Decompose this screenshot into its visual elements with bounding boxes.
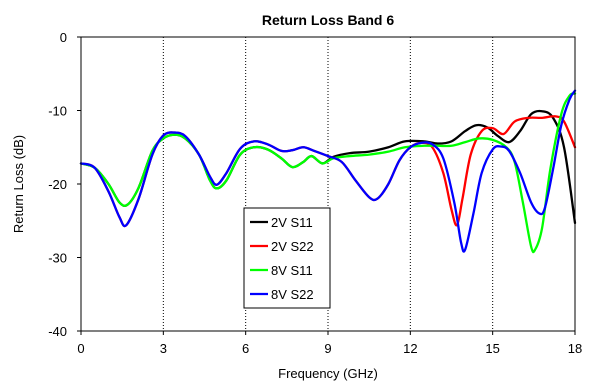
- chart-title: Return Loss Band 6: [262, 12, 394, 28]
- legend-label-2v-s22: 2V S22: [271, 239, 314, 254]
- y-axis-title: Return Loss (dB): [11, 135, 26, 233]
- x-tick-label: 3: [160, 341, 167, 356]
- legend-label-2v-s11: 2V S11: [271, 215, 313, 230]
- series-line-8v-s11: [79, 92, 577, 254]
- y-axis-ticks: 0 -10 -20 -30 -40: [48, 30, 81, 339]
- x-tick-label: 15: [485, 341, 499, 356]
- legend-box: [243, 207, 331, 309]
- series-lines: [79, 89, 577, 254]
- legend-label-8v-s11: 8V S11: [271, 263, 313, 278]
- legend-label-8v-s22: 8V S22: [271, 287, 314, 302]
- x-tick-label: 18: [568, 341, 582, 356]
- y-tick-label: 0: [60, 30, 67, 45]
- x-axis-title: Frequency (GHz): [278, 366, 378, 381]
- x-tick-label: 6: [242, 341, 249, 356]
- series-line-8v-s22: [79, 89, 577, 253]
- x-tick-label: 9: [324, 341, 331, 356]
- gridlines: [162, 37, 494, 331]
- y-tick-label: -20: [48, 177, 67, 192]
- y-tick-label: -10: [48, 104, 67, 119]
- legend: 2V S11 2V S22 8V S11 8V S22: [243, 207, 331, 309]
- x-tick-label: 0: [77, 341, 84, 356]
- y-tick-label: -30: [48, 251, 67, 266]
- x-tick-label: 12: [403, 341, 417, 356]
- y-tick-label: -40: [48, 324, 67, 339]
- x-axis-ticks: 0 3 6 9 12 15 18: [77, 331, 582, 356]
